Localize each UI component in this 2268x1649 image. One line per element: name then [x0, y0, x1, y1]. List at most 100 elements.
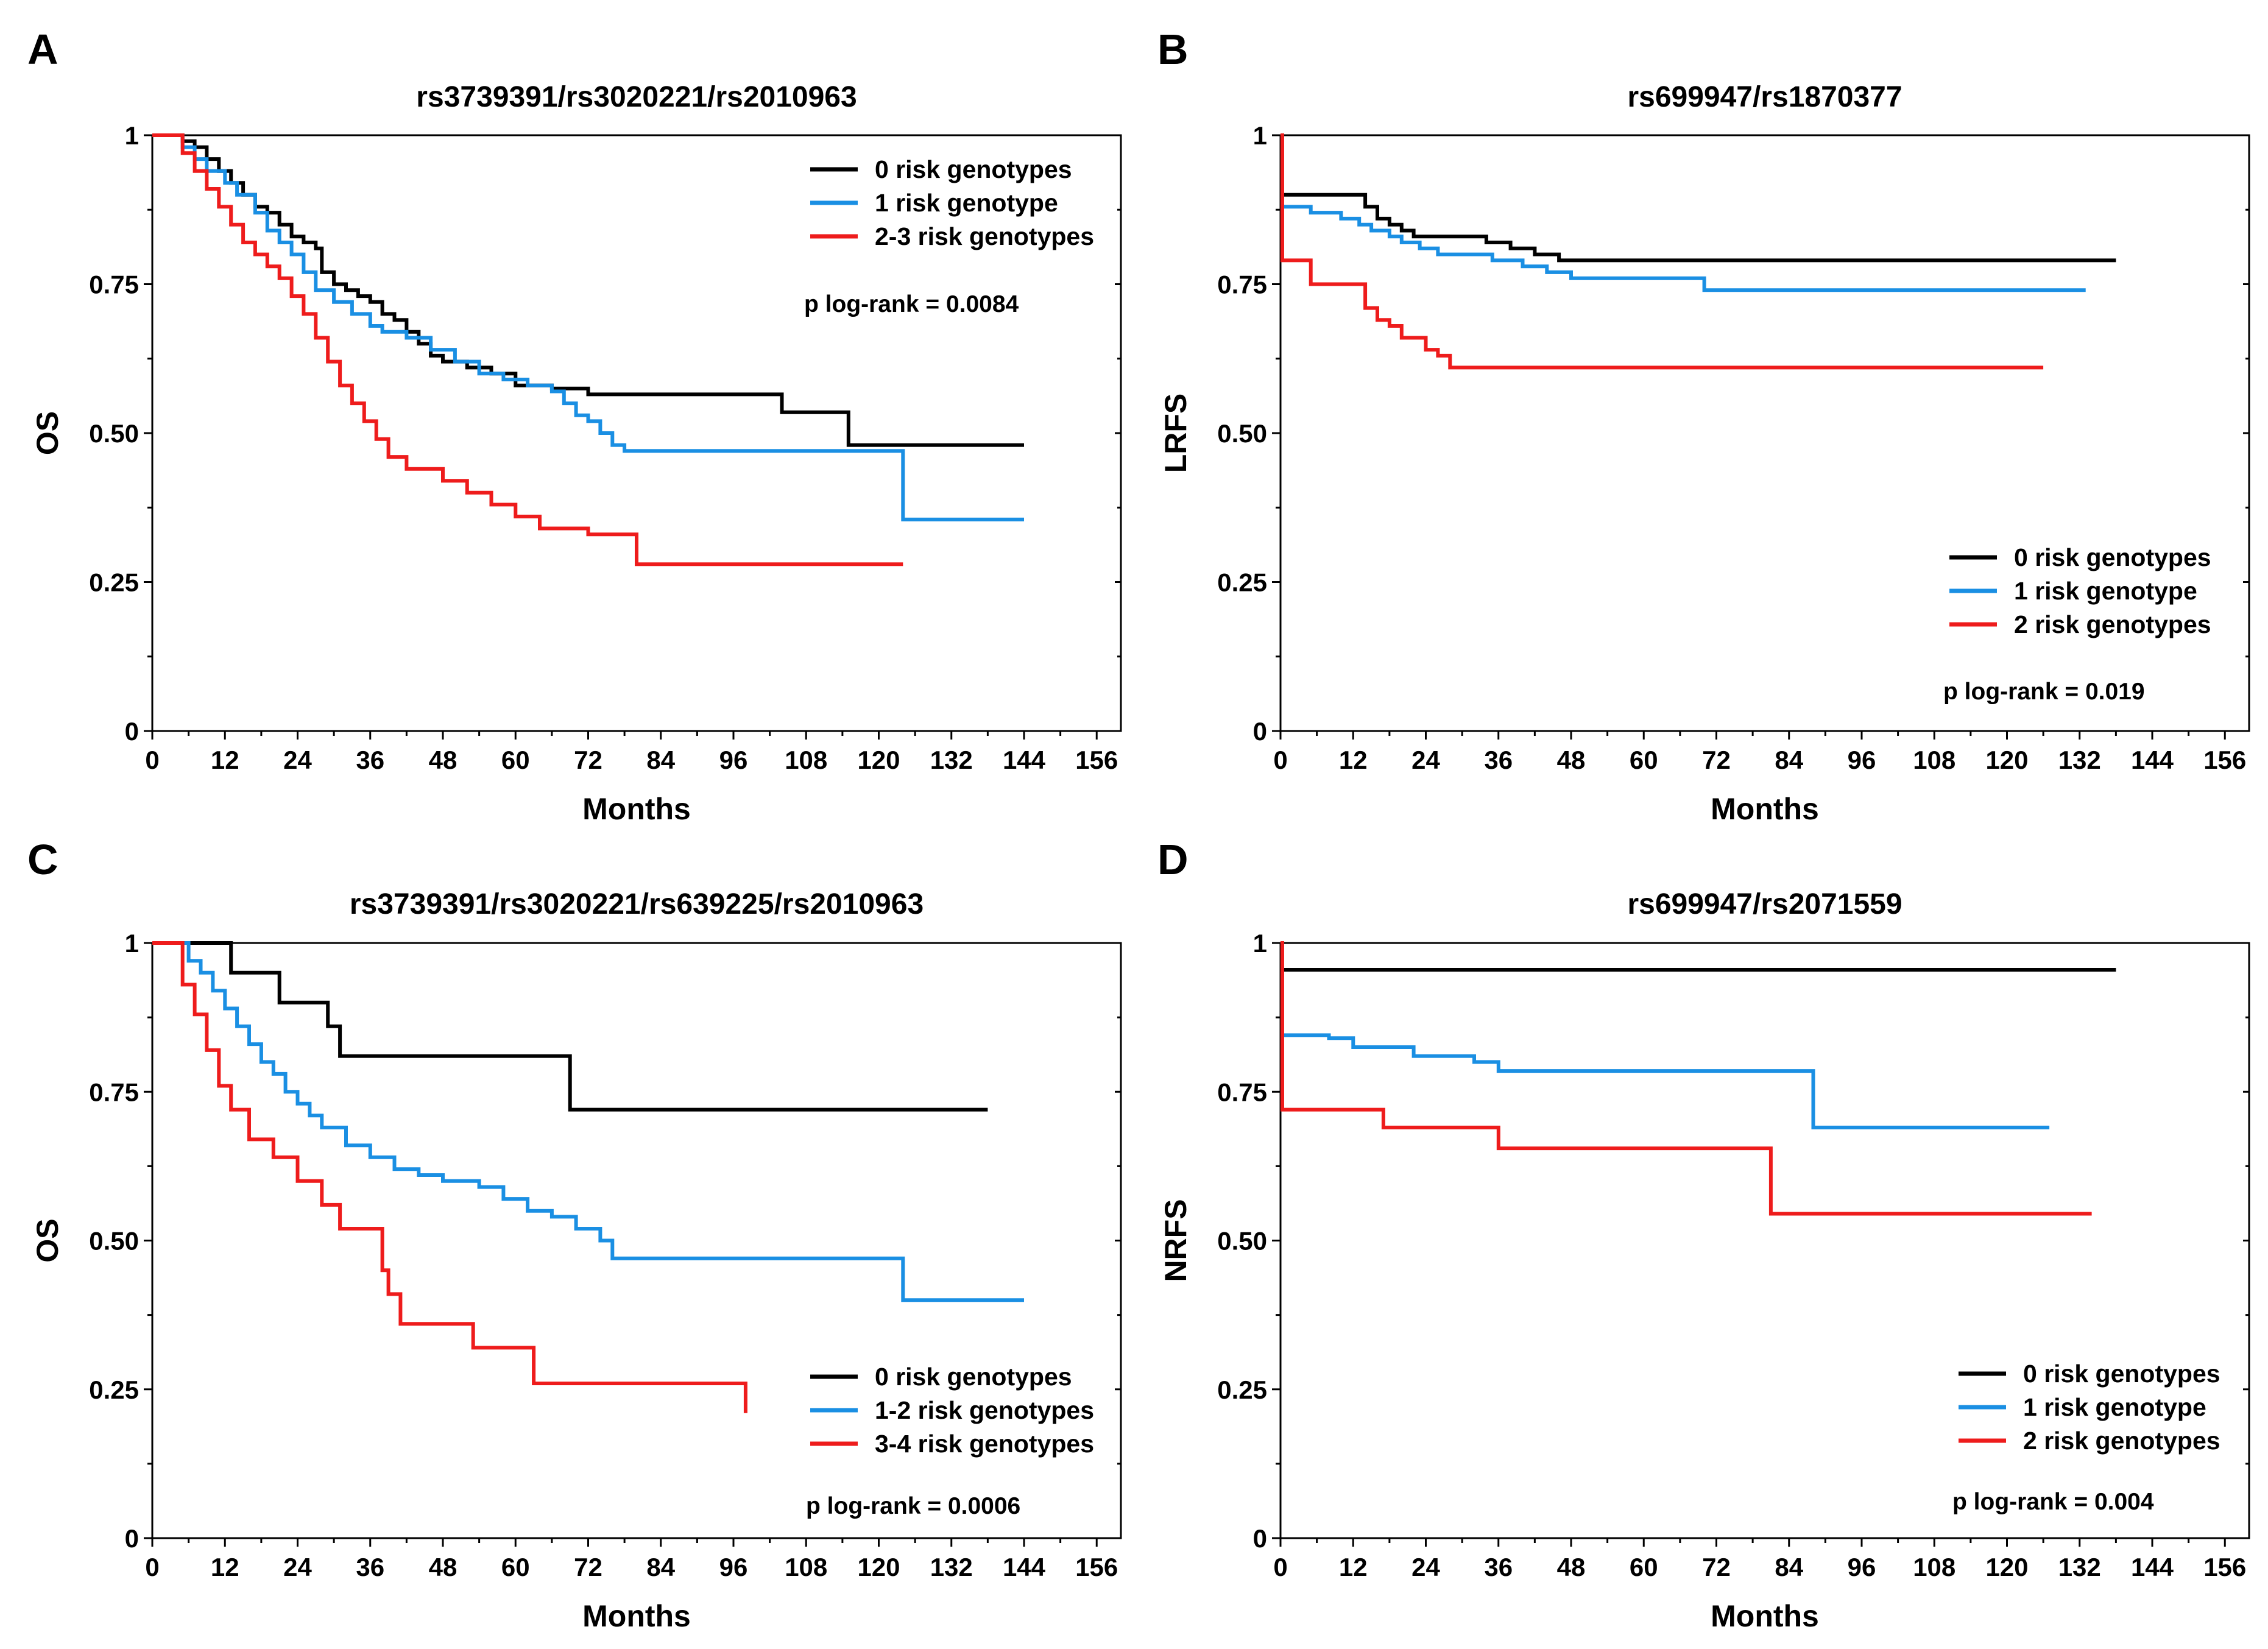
x-tick-label: 12 — [1339, 1553, 1368, 1581]
x-tick-label: 132 — [930, 1553, 973, 1581]
series-blue-line — [1281, 941, 2050, 1129]
p-value-label: p log-rank = 0.0006 — [806, 1493, 1020, 1519]
series-blue-line — [1281, 133, 2086, 292]
legend-label: 0 risk genotypes — [2014, 543, 2211, 571]
y-tick-label: 0.50 — [1217, 1227, 1267, 1255]
x-tick-label: 36 — [356, 1553, 384, 1581]
x-tick-label: 96 — [1848, 746, 1876, 774]
x-tick-label: 12 — [1339, 746, 1368, 774]
y-tick-label: 1 — [125, 121, 139, 150]
series-black-line — [1281, 941, 2116, 972]
x-tick-label: 96 — [1848, 1553, 1876, 1581]
y-tick-label: 0.25 — [89, 568, 139, 597]
y-tick-label: 0.50 — [89, 419, 139, 448]
x-tick-label: 144 — [1003, 1553, 1046, 1581]
legend-label: 1 risk genotype — [2023, 1393, 2206, 1421]
y-tick-label: 0.50 — [89, 1227, 139, 1255]
x-tick-label: 24 — [283, 746, 312, 774]
y-tick-label: 0.75 — [1217, 1078, 1267, 1106]
x-tick-label: 84 — [1775, 1553, 1803, 1581]
x-tick-label: 12 — [211, 746, 239, 774]
x-tick-label: 48 — [429, 1553, 457, 1581]
p-value-label: p log-rank = 0.004 — [1952, 1489, 2154, 1515]
x-tick-label: 120 — [1985, 746, 2028, 774]
y-tick-label: 0 — [1253, 717, 1267, 746]
x-tick-label: 24 — [283, 1553, 312, 1581]
y-tick-label: 0.75 — [1217, 270, 1267, 299]
y-tick-label: 0.25 — [1217, 1375, 1267, 1404]
series-blue-line — [152, 941, 1024, 1302]
legend-label: 2 risk genotypes — [2023, 1427, 2220, 1455]
x-tick-label: 120 — [857, 1553, 900, 1581]
panel-letter: C — [27, 836, 58, 883]
y-axis-label: OS — [30, 411, 65, 455]
x-tick-label: 108 — [785, 746, 827, 774]
series-red-line — [152, 133, 903, 567]
x-tick-label: 108 — [785, 1553, 827, 1581]
p-value-label: p log-rank = 0.019 — [1943, 679, 2145, 705]
y-tick-label: 0.25 — [89, 1375, 139, 1404]
legend-label: 3-4 risk genotypes — [875, 1430, 1094, 1458]
x-tick-label: 108 — [1913, 746, 1955, 774]
y-axis-label: NRFS — [1159, 1199, 1193, 1282]
x-tick-label: 96 — [719, 1553, 748, 1581]
x-tick-label: 24 — [1411, 1553, 1440, 1581]
chart-title: rs3739391/rs3020221/rs2010963 — [416, 81, 857, 113]
panel-letter: D — [1157, 836, 1189, 883]
x-tick-label: 0 — [1273, 746, 1287, 774]
x-tick-label: 60 — [1630, 746, 1658, 774]
x-axis-label: Months — [1711, 792, 1819, 826]
legend-label: 0 risk genotypes — [875, 155, 1072, 183]
x-tick-label: 72 — [574, 1553, 602, 1581]
y-tick-label: 0 — [125, 1524, 139, 1553]
x-tick-label: 60 — [501, 746, 530, 774]
x-tick-label: 84 — [646, 1553, 675, 1581]
x-tick-label: 108 — [1913, 1553, 1955, 1581]
plot-frame — [1279, 134, 2250, 732]
x-axis-label: Months — [582, 1599, 691, 1633]
x-axis-label: Months — [582, 792, 691, 826]
y-tick-label: 1 — [125, 929, 139, 958]
y-axis-label: LRFS — [1159, 394, 1193, 473]
legend-label: 0 risk genotypes — [875, 1363, 1072, 1391]
y-tick-label: 1 — [1253, 929, 1267, 958]
x-tick-label: 36 — [356, 746, 384, 774]
x-tick-label: 156 — [2203, 746, 2246, 774]
x-tick-label: 96 — [719, 746, 748, 774]
x-tick-label: 60 — [1630, 1553, 1658, 1581]
x-tick-label: 48 — [429, 746, 457, 774]
x-tick-label: 144 — [1003, 746, 1046, 774]
x-tick-label: 84 — [1775, 746, 1803, 774]
p-value-label: p log-rank = 0.0084 — [804, 291, 1019, 317]
y-tick-label: 0.50 — [1217, 419, 1267, 448]
y-tick-label: 0.75 — [89, 1078, 139, 1106]
y-tick-label: 0 — [1253, 1524, 1267, 1553]
legend-label: 2 risk genotypes — [2014, 610, 2211, 638]
chart-title: rs3739391/rs3020221/rs639225/rs2010963 — [350, 888, 924, 920]
series-red-line — [1281, 133, 2044, 370]
x-tick-label: 72 — [1702, 746, 1731, 774]
x-tick-label: 36 — [1484, 746, 1513, 774]
y-axis-label: OS — [30, 1218, 65, 1262]
x-tick-label: 60 — [501, 1553, 530, 1581]
x-axis-label: Months — [1711, 1599, 1819, 1633]
x-tick-label: 132 — [2058, 1553, 2101, 1581]
x-tick-label: 120 — [857, 746, 900, 774]
x-tick-label: 156 — [2203, 1553, 2246, 1581]
x-tick-label: 144 — [2131, 1553, 2174, 1581]
legend-label: 1 risk genotype — [875, 189, 1058, 217]
x-tick-label: 0 — [145, 1553, 159, 1581]
y-tick-label: 0.75 — [89, 270, 139, 299]
x-tick-label: 48 — [1557, 1553, 1586, 1581]
x-tick-label: 144 — [2131, 746, 2174, 774]
legend-label: 0 risk genotypes — [2023, 1360, 2220, 1388]
x-tick-label: 12 — [211, 1553, 239, 1581]
panel-letter: A — [27, 26, 58, 73]
x-tick-label: 72 — [1702, 1553, 1731, 1581]
series-black-line — [1281, 133, 2116, 263]
